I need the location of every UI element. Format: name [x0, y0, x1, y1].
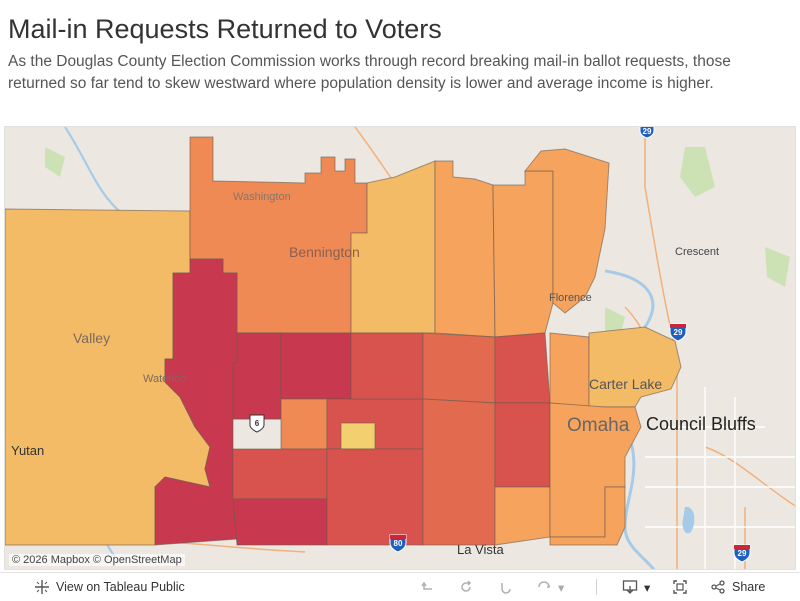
view-on-tableau-public-link[interactable]: View on Tableau Public — [34, 579, 185, 595]
refresh-icon — [536, 579, 552, 595]
us6-shield: 6 — [249, 414, 265, 433]
region-south-west-2[interactable] — [232, 498, 328, 546]
pause-updates-button[interactable]: ▾ — [536, 579, 564, 595]
region-east-center-north[interactable] — [350, 332, 424, 400]
region-north-east-1[interactable] — [434, 160, 496, 338]
i80-shield: 80 — [389, 534, 407, 553]
region-florence-south[interactable] — [549, 332, 590, 408]
revert-icon — [498, 579, 514, 595]
label-washington: Washington — [233, 191, 291, 203]
label-valley: Valley — [73, 330, 111, 346]
share-icon — [710, 579, 726, 595]
region-carter-lake[interactable] — [588, 326, 682, 408]
region-small-orange[interactable] — [280, 398, 328, 450]
revert-button[interactable] — [498, 579, 514, 595]
undo-button[interactable] — [420, 579, 436, 595]
map-attribution[interactable]: © 2026 Mapbox © OpenStreetMap — [9, 554, 185, 566]
download-button[interactable]: ▾ — [622, 579, 650, 595]
svg-text:6: 6 — [255, 419, 260, 428]
region-central-west[interactable] — [232, 332, 282, 420]
map-canvas[interactable]: 29 29 29 6 80 — [5, 127, 796, 570]
page-title: Mail-in Requests Returned to Voters — [8, 14, 442, 44]
share-label: Share — [732, 580, 766, 594]
i29-shield-north: 29 — [639, 127, 655, 139]
region-south-east-3[interactable] — [494, 486, 551, 546]
tableau-toolbar: View on Tableau Public ▾ ▾ — [0, 572, 800, 601]
region-north-east-3[interactable] — [523, 148, 610, 314]
fullscreen-button[interactable] — [672, 579, 688, 595]
svg-text:29: 29 — [674, 328, 683, 337]
region-omaha-south[interactable] — [549, 486, 626, 546]
chevron-down-icon: ▾ — [558, 580, 565, 595]
label-crescent: Crescent — [675, 246, 720, 258]
region-east-center-3[interactable] — [494, 332, 551, 404]
region-south-east-1[interactable] — [422, 398, 496, 546]
label-omaha: Omaha — [567, 415, 630, 436]
region-central-north[interactable] — [280, 332, 352, 400]
region-yellow-core[interactable] — [340, 422, 376, 450]
label-carter-lake: Carter Lake — [589, 376, 663, 392]
choropleth-map[interactable]: 29 29 29 6 80 Washington Benn — [4, 126, 796, 570]
fullscreen-icon — [672, 579, 688, 595]
svg-text:80: 80 — [394, 539, 403, 548]
region-north-east-2[interactable] — [492, 170, 554, 338]
label-bennington: Bennington — [289, 244, 360, 260]
interstate-shields: 29 29 29 6 80 — [249, 127, 751, 563]
label-la-vista: La Vista — [457, 542, 504, 557]
county-regions[interactable] — [5, 136, 682, 546]
svg-text:29: 29 — [738, 549, 747, 558]
region-south-east-2[interactable] — [494, 402, 551, 488]
label-waterloo: Waterloo — [143, 373, 187, 385]
i29-shield-south: 29 — [733, 544, 751, 563]
chevron-down-icon: ▾ — [644, 580, 651, 595]
region-elkhorn[interactable] — [154, 258, 282, 546]
label-council-bluffs: Council Bluffs — [646, 414, 756, 434]
share-button[interactable]: Share — [710, 579, 765, 595]
toolbar-divider — [596, 579, 597, 595]
region-south-center[interactable] — [326, 448, 424, 546]
undo-icon — [420, 579, 436, 595]
download-icon — [622, 579, 638, 595]
tableau-logo-icon — [34, 579, 50, 595]
i29-shield-mid: 29 — [669, 323, 687, 342]
label-florence: Florence — [549, 292, 592, 304]
region-south-west-1[interactable] — [232, 448, 328, 500]
redo-icon — [458, 579, 474, 595]
label-yutan: Yutan — [11, 443, 45, 458]
page-subtitle: As the Douglas County Election Commissio… — [8, 53, 731, 92]
view-on-tableau-public-label: View on Tableau Public — [56, 580, 185, 594]
svg-text:29: 29 — [643, 127, 652, 136]
region-east-center-2[interactable] — [422, 332, 496, 404]
redo-button[interactable] — [458, 579, 474, 595]
